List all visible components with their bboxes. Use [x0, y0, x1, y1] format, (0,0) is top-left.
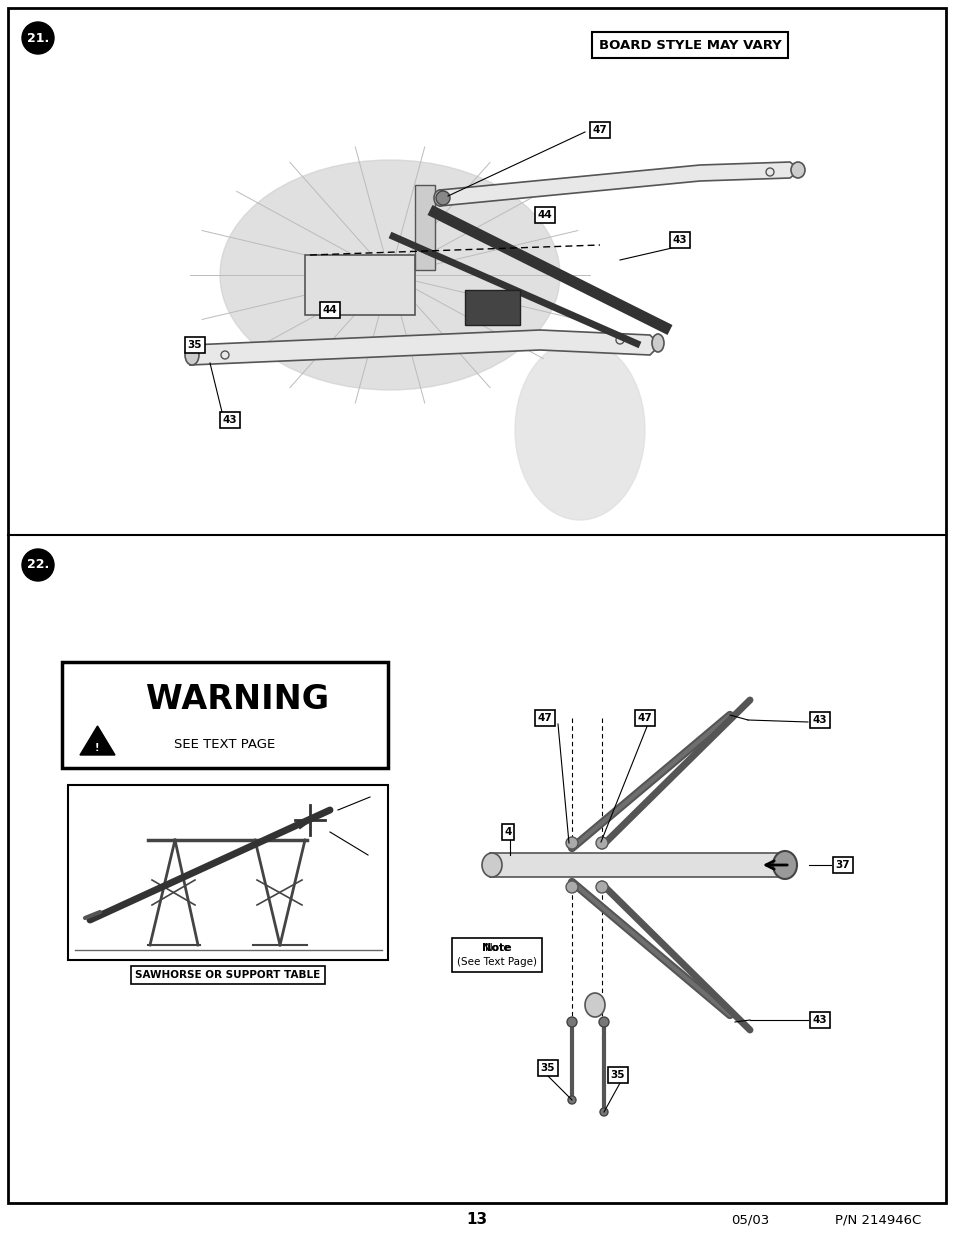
Text: 43: 43 [222, 415, 237, 425]
Circle shape [22, 22, 54, 54]
Ellipse shape [772, 851, 796, 879]
Text: 35: 35 [188, 340, 202, 350]
Circle shape [22, 550, 54, 580]
Ellipse shape [790, 162, 804, 178]
Text: Note: Note [481, 944, 511, 953]
FancyBboxPatch shape [62, 662, 388, 768]
Text: 35: 35 [610, 1070, 624, 1079]
Polygon shape [490, 853, 780, 877]
Text: 21.: 21. [27, 32, 49, 44]
Ellipse shape [220, 161, 559, 390]
Bar [68, 785, 388, 960]
Text: !: ! [94, 743, 99, 753]
Circle shape [565, 881, 578, 893]
Circle shape [566, 1016, 577, 1028]
Circle shape [565, 837, 578, 848]
Ellipse shape [481, 853, 501, 877]
Circle shape [596, 837, 607, 848]
Text: 37: 37 [835, 860, 849, 869]
Circle shape [596, 881, 607, 893]
Ellipse shape [515, 340, 644, 520]
Text: 4: 4 [504, 827, 511, 837]
Text: 44: 44 [322, 305, 337, 315]
Bar [464, 290, 519, 325]
Text: SEE TEXT PAGE: SEE TEXT PAGE [174, 739, 275, 752]
Polygon shape [80, 726, 115, 755]
Text: BOARD STYLE MAY VARY: BOARD STYLE MAY VARY [598, 38, 781, 52]
Text: SAWHORSE OR SUPPORT TABLE: SAWHORSE OR SUPPORT TABLE [135, 969, 320, 981]
Circle shape [599, 1108, 607, 1116]
Circle shape [567, 1095, 576, 1104]
Text: 47: 47 [537, 713, 552, 722]
Text: 35: 35 [540, 1063, 555, 1073]
Text: 22.: 22. [27, 558, 49, 572]
Text: 47: 47 [592, 125, 607, 135]
Ellipse shape [434, 190, 446, 206]
Circle shape [436, 191, 450, 205]
Ellipse shape [185, 345, 199, 366]
Text: 44: 44 [537, 210, 552, 220]
Ellipse shape [584, 993, 604, 1016]
Polygon shape [190, 330, 659, 366]
Text: Note
(See Text Page): Note (See Text Page) [456, 944, 537, 967]
Text: 43: 43 [812, 1015, 826, 1025]
Text: 43: 43 [672, 235, 686, 245]
Ellipse shape [651, 333, 663, 352]
Bar [415, 185, 435, 270]
Text: 05/03: 05/03 [730, 1214, 768, 1226]
Text: 43: 43 [812, 715, 826, 725]
Text: 47: 47 [637, 713, 652, 722]
Polygon shape [439, 162, 800, 206]
Text: WARNING: WARNING [146, 683, 329, 716]
Text: P/N 214946C: P/N 214946C [834, 1214, 921, 1226]
Text: 13: 13 [466, 1213, 487, 1228]
Bar [305, 254, 415, 315]
Circle shape [598, 1016, 608, 1028]
